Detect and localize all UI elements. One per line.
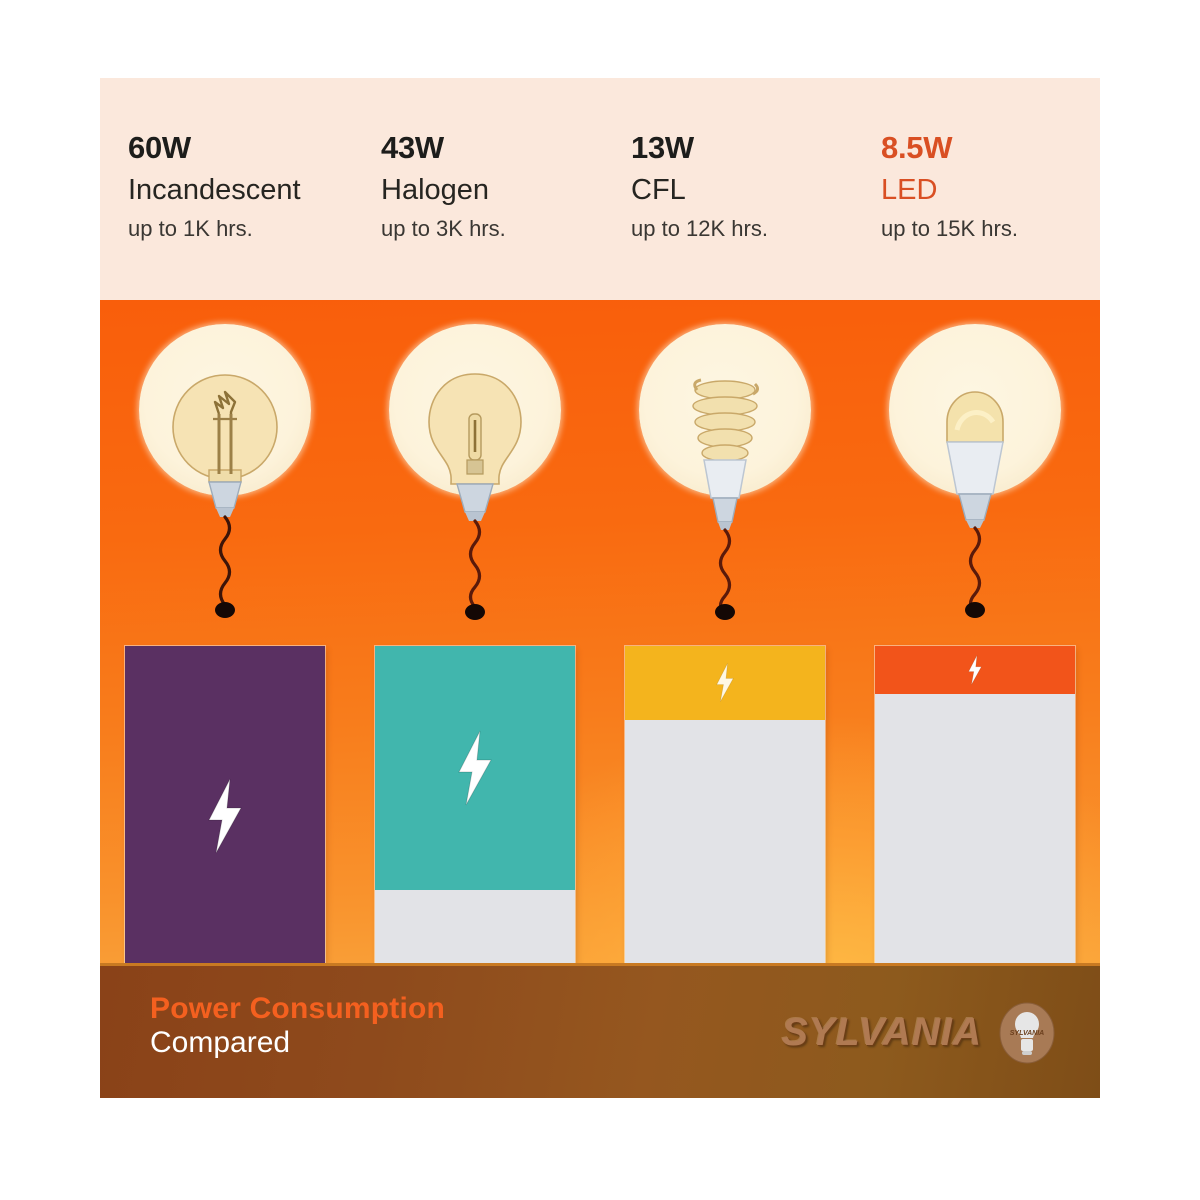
technology-label: CFL (631, 174, 686, 206)
brand-lockup: SYLVANIA SYLVANIA (782, 1002, 1058, 1064)
footer-title: Power Consumption Compared (150, 992, 445, 1059)
bar-halogen (375, 646, 575, 986)
comparison-header: 60W Incandescent up to 1K hrs. 43W Halog… (100, 78, 1100, 300)
footer-banner: Power Consumption Compared SYLVANIA SYLV… (100, 963, 1100, 1098)
wattage-label: 8.5W (881, 130, 953, 165)
footer-title-line1: Power Consumption (150, 992, 446, 1025)
technology-label: Halogen (381, 174, 490, 206)
lightning-bolt-icon (716, 663, 734, 703)
chart-stage (100, 300, 1100, 986)
technology-label: LED (881, 174, 938, 206)
wattage-label: 43W (381, 130, 444, 165)
cfl-bulb-icon (635, 322, 815, 622)
sylvania-wordmark: SYLVANIA (781, 1011, 982, 1054)
lightning-bolt-icon (968, 655, 982, 686)
led-bulb-icon (885, 322, 1065, 622)
header-column-halogen: 43W Halogen up to 3K hrs. (381, 132, 631, 240)
header-column-incandescent: 60W Incandescent up to 1K hrs. (128, 132, 378, 240)
lifetime-label: up to 12K hrs. (631, 216, 768, 241)
chart-lane-cfl (600, 300, 850, 986)
header-column-led: 8.5W LED up to 15K hrs. (881, 132, 1100, 240)
sylvania-bulb-logo-icon: SYLVANIA (996, 1002, 1058, 1064)
lightning-bolt-icon (458, 730, 492, 806)
bar-led (875, 646, 1075, 986)
chart-lane-halogen (350, 300, 600, 986)
wattage-label: 60W (128, 130, 191, 165)
incandescent-bulb-icon (135, 322, 315, 622)
power-consumption-infographic: 60W Incandescent up to 1K hrs. 43W Halog… (100, 78, 1100, 1098)
lifetime-label: up to 3K hrs. (381, 216, 506, 241)
wattage-label: 13W (631, 130, 694, 165)
bar-cfl (625, 646, 825, 986)
lifetime-label: up to 1K hrs. (128, 216, 253, 241)
bar-incandescent (125, 646, 325, 986)
chart-lane-incandescent (100, 300, 350, 986)
header-column-cfl: 13W CFL up to 12K hrs. (631, 132, 881, 240)
halogen-bulb-icon (385, 322, 565, 622)
lifetime-label: up to 15K hrs. (881, 216, 1018, 241)
footer-title-line2: Compared (150, 1025, 291, 1059)
lightning-bolt-icon (208, 778, 242, 854)
chart-lane-led (850, 300, 1100, 986)
technology-label: Incandescent (128, 174, 301, 206)
svg-text:SYLVANIA: SYLVANIA (1010, 1030, 1045, 1037)
